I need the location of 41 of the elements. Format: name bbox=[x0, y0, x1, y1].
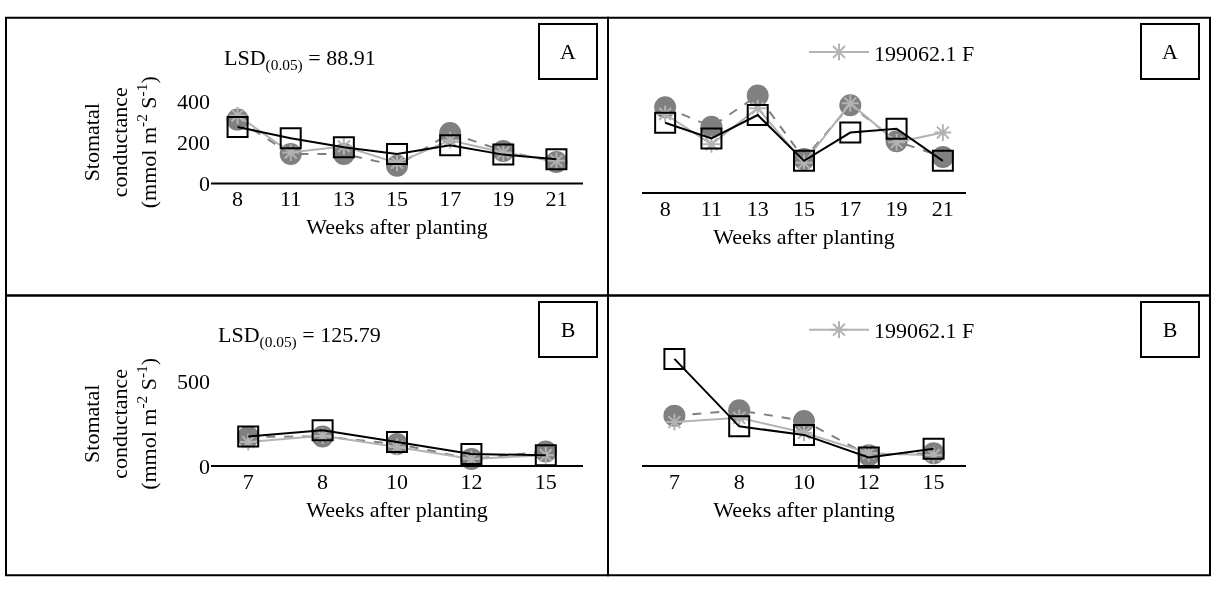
text: LSD$_{(0.05)}$ = 125.79 bbox=[218, 322, 381, 351]
y-tick-label: 0 bbox=[199, 453, 210, 479]
x-tick-label: 19 bbox=[885, 196, 908, 222]
x-tick-label: 15 bbox=[922, 468, 945, 494]
x-axis-title: Weeks after planting bbox=[713, 223, 895, 249]
text: B bbox=[560, 317, 576, 342]
x-tick-label: 8 bbox=[659, 196, 671, 222]
x-tick-label: 7 bbox=[668, 468, 680, 494]
x-tick-label: 10 bbox=[793, 468, 815, 494]
x-tick-label: 15 bbox=[534, 468, 557, 494]
x-tick-label: 11 bbox=[280, 186, 302, 212]
text: A bbox=[1162, 39, 1178, 64]
x-tick-label: 21 bbox=[931, 196, 954, 222]
x-axis-title: Weeks after planting bbox=[306, 496, 488, 522]
y-tick-label: 500 bbox=[177, 369, 210, 395]
legend-label: 199062.1 F bbox=[874, 40, 975, 66]
text: B bbox=[1162, 317, 1178, 342]
x-tick-label: 7 bbox=[242, 468, 254, 494]
x-tick-label: 8 bbox=[733, 468, 745, 494]
text: A bbox=[560, 39, 576, 64]
y-tick-label: 400 bbox=[177, 88, 210, 114]
x-tick-label: 8 bbox=[232, 186, 244, 212]
x-tick-label: 10 bbox=[386, 468, 408, 494]
x-tick-label: 12 bbox=[460, 468, 483, 494]
x-tick-label: 13 bbox=[746, 196, 769, 222]
y-tick-label: 0 bbox=[199, 171, 210, 197]
x-tick-label: 13 bbox=[332, 186, 355, 212]
x-tick-label: 15 bbox=[386, 186, 408, 212]
y-tick-label: 200 bbox=[177, 129, 210, 155]
x-tick-label: 21 bbox=[545, 186, 568, 212]
text: LSD$_{(0.05)}$ = 88.91 bbox=[224, 45, 376, 74]
legend-label: 199062.1 F bbox=[874, 318, 975, 344]
x-tick-label: 12 bbox=[857, 468, 880, 494]
x-axis-title: Weeks after planting bbox=[306, 214, 488, 240]
x-tick-label: 17 bbox=[839, 196, 862, 222]
x-tick-label: 15 bbox=[793, 196, 815, 222]
x-axis-title: Weeks after planting bbox=[713, 496, 895, 522]
x-tick-label: 19 bbox=[492, 186, 515, 212]
x-tick-label: 11 bbox=[700, 196, 723, 222]
x-tick-label: 17 bbox=[439, 186, 462, 212]
x-tick-label: 8 bbox=[317, 468, 329, 494]
